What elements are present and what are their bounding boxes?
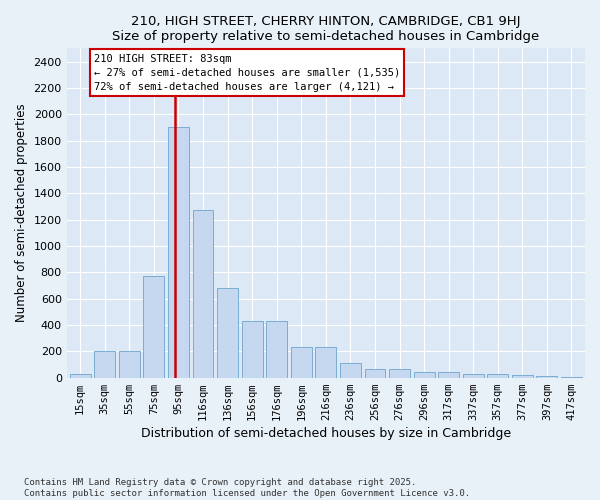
Bar xyxy=(340,363,361,378)
Bar xyxy=(536,376,557,378)
Bar xyxy=(217,288,238,378)
Bar xyxy=(561,377,582,378)
Bar xyxy=(119,352,140,378)
Text: 210 HIGH STREET: 83sqm
← 27% of semi-detached houses are smaller (1,535)
72% of : 210 HIGH STREET: 83sqm ← 27% of semi-det… xyxy=(94,54,400,92)
X-axis label: Distribution of semi-detached houses by size in Cambridge: Distribution of semi-detached houses by … xyxy=(141,427,511,440)
Title: 210, HIGH STREET, CHERRY HINTON, CAMBRIDGE, CB1 9HJ
Size of property relative to: 210, HIGH STREET, CHERRY HINTON, CAMBRID… xyxy=(112,15,539,43)
Bar xyxy=(94,352,115,378)
Bar xyxy=(438,372,459,378)
Bar xyxy=(316,348,336,378)
Bar xyxy=(365,369,385,378)
Bar xyxy=(168,128,189,378)
Bar xyxy=(70,374,91,378)
Bar xyxy=(413,372,434,378)
Bar xyxy=(143,276,164,378)
Bar xyxy=(389,369,410,378)
Text: Contains HM Land Registry data © Crown copyright and database right 2025.
Contai: Contains HM Land Registry data © Crown c… xyxy=(24,478,470,498)
Bar xyxy=(291,348,312,378)
Bar xyxy=(242,321,263,378)
Bar xyxy=(193,210,214,378)
Bar xyxy=(266,321,287,378)
Bar xyxy=(512,375,533,378)
Y-axis label: Number of semi-detached properties: Number of semi-detached properties xyxy=(15,104,28,322)
Bar xyxy=(487,374,508,378)
Bar xyxy=(463,374,484,378)
